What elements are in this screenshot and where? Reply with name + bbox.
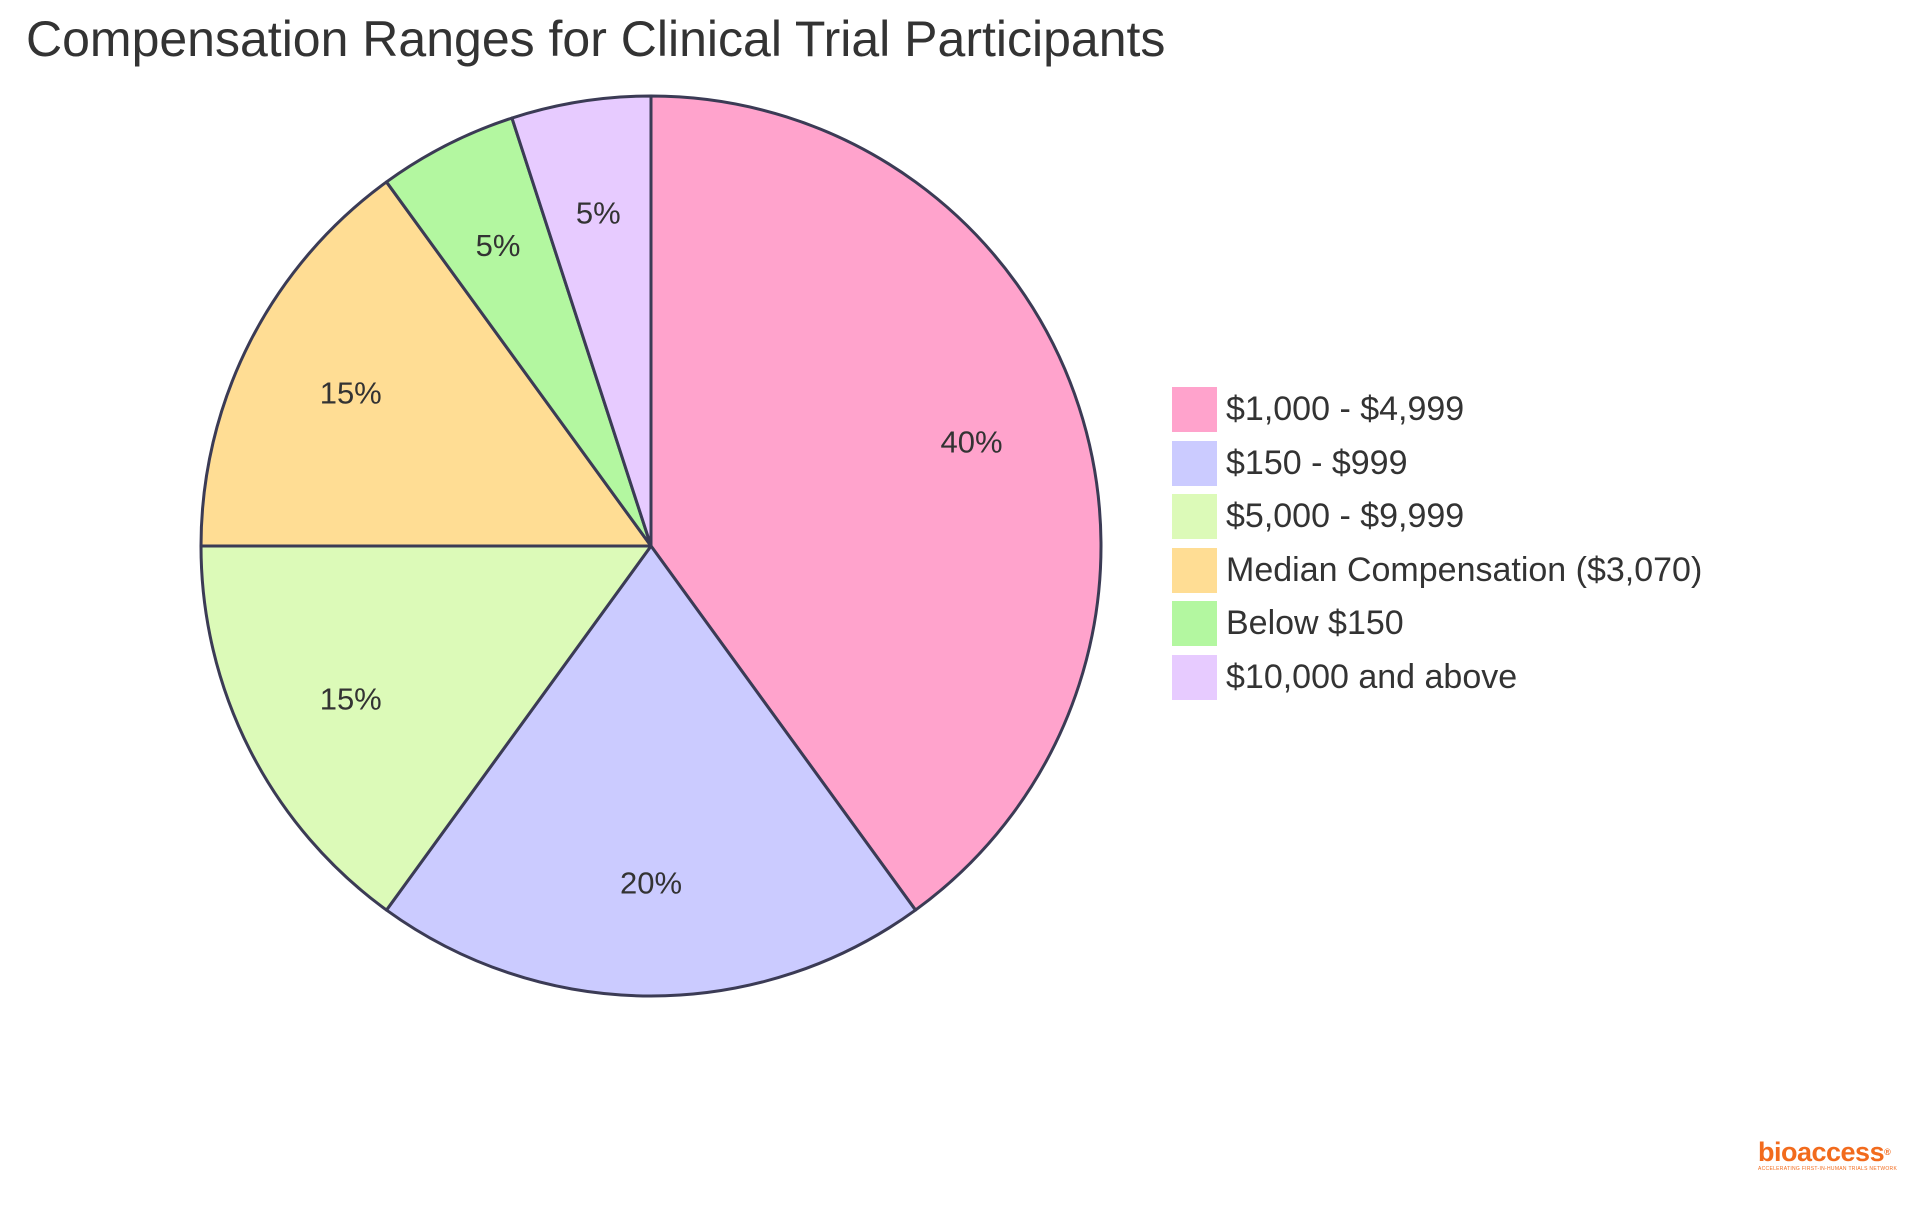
legend-swatch-3 [1172,547,1217,593]
legend-swatch-2 [1172,494,1217,540]
legend-swatch-4 [1172,601,1217,647]
legend-swatch-1 [1172,440,1217,486]
chart-title: Compensation Ranges for Clinical Trial P… [26,11,1166,67]
pie-slices [199,94,1103,998]
logo-wordmark: bioaccess® [1758,1138,1898,1166]
legend: $1,000 - $4,999 $150 - $999 $5,000 - $9,99… [1172,383,1702,704]
legend-label-2: $5,000 - $9,999 [1226,497,1465,536]
legend-label-4: Below $150 [1226,604,1404,643]
pie-slice-0 [649,94,1103,912]
logo-registered-mark: ® [1884,1147,1891,1157]
pie-slice-label-0: 40% [940,424,1002,459]
pie-slice-label-3: 15% [320,376,382,411]
logo-tagline: ACCELERATING FIRST-IN-HUMAN TRIALS NETWO… [1758,1166,1898,1172]
legend-swatch-0 [1172,387,1217,433]
legend-swatch-5 [1172,654,1217,700]
legend-label-0: $1,000 - $4,999 [1226,390,1465,429]
pie-slice-1 [384,544,918,998]
legend-item-1: $150 - $999 [1172,437,1702,491]
pie-slice-2 [199,544,653,912]
pie-slice-label-4: 5% [476,228,521,263]
pie-slice-3 [199,180,653,548]
bioaccess-logo: bioaccess® ACCELERATING FIRST-IN-HUMAN T… [1758,1138,1898,1172]
legend-label-5: $10,000 and above [1226,657,1518,696]
legend-label-3: Median Compensation ($3,070) [1226,550,1703,589]
legend-label-1: $150 - $999 [1226,443,1408,482]
legend-item-3: Median Compensation ($3,070) [1172,544,1702,598]
pie-slice-labels: 40% 20% 15% 15% 5% 5% [320,196,1003,901]
pie-slice-5 [510,94,653,548]
legend-item-0: $1,000 - $4,999 [1172,383,1702,437]
legend-item-5: $10,000 and above [1172,651,1702,705]
pie-slice-label-1: 20% [620,866,682,901]
legend-item-4: Below $150 [1172,597,1702,651]
legend-item-2: $5,000 - $9,999 [1172,490,1702,544]
logo-text: bioaccess [1758,1137,1885,1167]
pie-slice-label-5: 5% [576,196,621,231]
pie-slice-label-2: 15% [320,681,382,716]
